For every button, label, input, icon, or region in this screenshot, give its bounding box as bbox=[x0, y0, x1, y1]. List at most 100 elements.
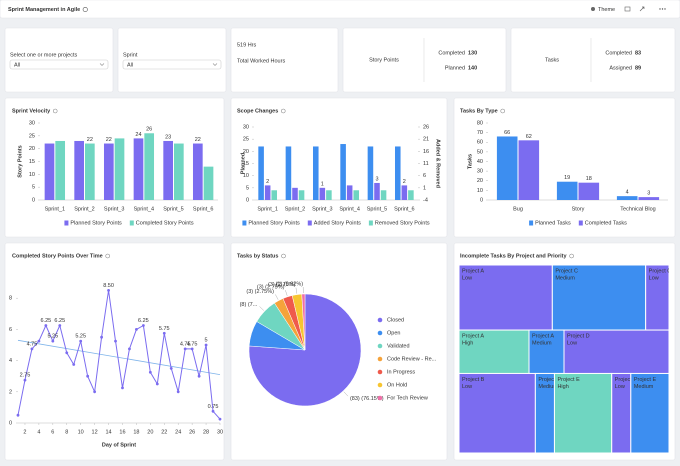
x-tick-label: 16 bbox=[119, 429, 125, 435]
point bbox=[121, 386, 124, 390]
data-label: 24 bbox=[135, 132, 141, 138]
kpi-value: 519 Hrs bbox=[237, 42, 257, 48]
theme-icon[interactable] bbox=[591, 7, 595, 11]
data-label: 0.75 bbox=[208, 404, 219, 410]
x-tick-label: Sprint_4 bbox=[339, 206, 360, 212]
expand-icon[interactable] bbox=[639, 6, 645, 12]
theme-button: Theme bbox=[598, 7, 615, 13]
kpi-item-label: Planned bbox=[445, 65, 465, 71]
legend-label: Open bbox=[387, 330, 400, 336]
y-tick-label: 2 bbox=[9, 389, 12, 395]
bar bbox=[144, 133, 155, 200]
tile-project: Project A bbox=[462, 334, 484, 340]
point bbox=[135, 328, 138, 331]
point bbox=[86, 374, 90, 378]
data-label: 2.75 bbox=[20, 373, 31, 379]
tile-project: Project C bbox=[649, 268, 672, 274]
x-tick-label: Story bbox=[572, 206, 585, 212]
dropdown[interactable] bbox=[122, 59, 222, 70]
bar bbox=[408, 190, 414, 200]
tile-priority: Medium bbox=[532, 341, 552, 347]
tile-priority: Low bbox=[462, 275, 472, 281]
bar bbox=[258, 146, 264, 200]
bar bbox=[114, 138, 125, 200]
tile-priority: Low bbox=[615, 384, 625, 390]
data-label: 5.25 bbox=[47, 334, 58, 340]
tile-project: Project A bbox=[462, 268, 484, 274]
tile-priority: Low bbox=[462, 384, 472, 390]
dropdown[interactable] bbox=[9, 59, 109, 70]
bar bbox=[133, 138, 144, 200]
y-tick-label: 6 bbox=[9, 327, 12, 333]
data-label: 8.50 bbox=[103, 283, 114, 289]
y-tick-label: 15 bbox=[29, 159, 35, 165]
legend-marker bbox=[377, 343, 383, 349]
legend-marker bbox=[129, 220, 134, 226]
kpi-title: Story Points bbox=[369, 57, 399, 63]
chart-title: Incomplete Tasks By Project and Priority bbox=[460, 253, 568, 259]
y-tick-label: 80 bbox=[477, 120, 483, 126]
tile-project: Project E bbox=[634, 377, 657, 383]
menu-dot[interactable] bbox=[661, 8, 664, 10]
info-icon bbox=[105, 253, 110, 259]
point bbox=[211, 409, 215, 413]
tile bbox=[458, 372, 536, 454]
y-tick-label: 0 bbox=[32, 197, 35, 203]
kpi-item-label: Assigned bbox=[609, 65, 632, 71]
legend-label: Planned Story Points bbox=[248, 220, 300, 226]
point bbox=[16, 413, 20, 417]
y-tick-label: 5 bbox=[32, 185, 35, 191]
menu-dot[interactable] bbox=[659, 8, 661, 10]
x-tick-label: Sprint_3 bbox=[312, 206, 333, 212]
data-label: 3 bbox=[375, 176, 378, 182]
x-tick-label: Sprint_5 bbox=[367, 206, 388, 212]
point bbox=[162, 331, 166, 335]
bar bbox=[367, 146, 374, 200]
y-tick-label: 25 bbox=[29, 133, 35, 139]
chevron bbox=[212, 63, 218, 66]
kpi-item-value: 140 bbox=[468, 65, 477, 71]
filter-label: Sprint bbox=[123, 52, 138, 58]
text-size-icon[interactable] bbox=[624, 6, 631, 12]
x-tick-label: 30 bbox=[217, 429, 223, 435]
bar bbox=[85, 143, 95, 200]
data-label: 1 bbox=[321, 181, 324, 187]
tile-project: Project A bbox=[532, 334, 554, 340]
tile bbox=[528, 329, 565, 374]
point bbox=[190, 347, 194, 351]
y-tick-label: 70 bbox=[477, 130, 483, 136]
bar bbox=[44, 143, 55, 200]
point bbox=[204, 343, 208, 347]
trendline bbox=[17, 339, 221, 376]
info-icon bbox=[500, 108, 505, 114]
y-tick-label: 40 bbox=[477, 159, 483, 165]
dropdown-value: All bbox=[14, 62, 20, 68]
legend-marker bbox=[377, 356, 383, 362]
tile-priority: High bbox=[557, 384, 568, 390]
slice-label: (3) (2.75%) bbox=[257, 285, 285, 291]
tile-project: Project B bbox=[462, 377, 485, 383]
y2-axis-title: Added & Removed bbox=[435, 139, 441, 188]
y-tick-label: 20 bbox=[243, 149, 249, 155]
legend-marker bbox=[64, 220, 69, 226]
menu-dot[interactable] bbox=[664, 8, 666, 10]
card bbox=[342, 27, 507, 93]
data-label: 6.25 bbox=[54, 318, 65, 324]
tile-priority: Medium bbox=[555, 275, 575, 281]
x-tick-label: 2 bbox=[23, 429, 26, 435]
kpi-item-label: Completed bbox=[605, 50, 632, 56]
legend-marker bbox=[368, 220, 373, 226]
tile-priority: Medium bbox=[538, 384, 558, 390]
card bbox=[4, 242, 225, 461]
card bbox=[4, 97, 225, 238]
bar bbox=[394, 146, 401, 200]
x-tick-label: Sprint_6 bbox=[394, 206, 415, 212]
page-title: Sprint Management in Agile bbox=[8, 7, 80, 13]
point bbox=[148, 370, 152, 374]
legend-marker bbox=[377, 382, 383, 388]
info-icon bbox=[281, 108, 286, 114]
